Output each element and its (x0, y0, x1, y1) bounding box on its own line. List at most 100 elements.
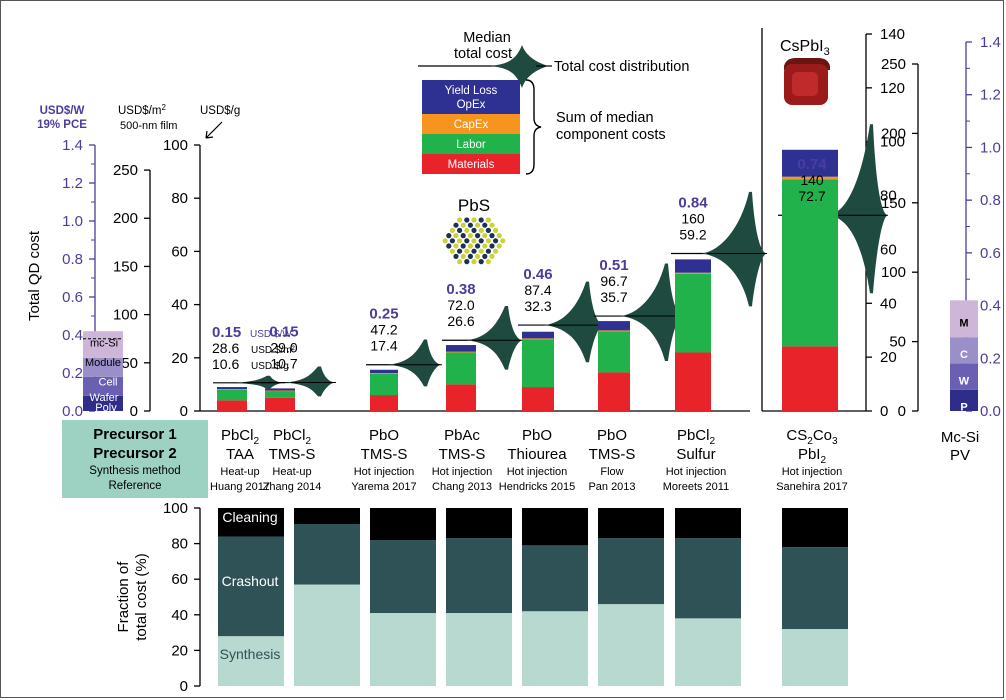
mcsi-left-wafer-label: Wafer (90, 392, 119, 404)
bar-2-labor (370, 373, 398, 396)
bar-1-yield_opex (265, 388, 295, 391)
distribution-7 (828, 124, 888, 294)
value-usd-m2-6: 160 (681, 211, 705, 227)
bar-5-capex (598, 330, 630, 332)
pbs-atom (489, 233, 495, 239)
mcsi-left-wafer-segment (83, 376, 123, 396)
category-1-precursor2: TMS-S (269, 446, 316, 463)
bar-3-labor (446, 352, 476, 385)
usd-m2-header-text: USD$/m (118, 105, 161, 117)
pbs-atom (496, 243, 502, 249)
value-usd-g-2: 17.4 (370, 338, 397, 354)
pbs-atom (482, 243, 488, 249)
pbs-atom (446, 243, 452, 249)
mcsi-usd-w-axis-tick-label: 0.2 (980, 350, 1001, 367)
usd-m2-axis-tick-label: 100 (113, 307, 138, 324)
legend-stack: Yield Loss OpEx CapEx Labor Materials (422, 80, 520, 174)
pbs-atom (457, 227, 463, 233)
legend-sum-line1: Sum of median (556, 110, 654, 126)
fraction-bar-4-crashout (522, 545, 588, 612)
pbs-atom (453, 222, 459, 228)
usd-m2-axis-tick-label: 50 (121, 355, 138, 372)
fraction-axis-tick-label: 80 (171, 536, 188, 553)
bar-7-capex (782, 176, 838, 180)
fraction-axis-tick-label: 40 (171, 607, 188, 624)
legend-brace (525, 79, 542, 175)
value-usd-g-0: 10.6 (212, 356, 239, 372)
cspbi3-g-axis-tick-label: 40 (880, 295, 897, 312)
pbs-atom (482, 253, 488, 259)
pbs-atom (457, 248, 463, 254)
legend-opex-label: OpEx (457, 99, 486, 111)
bar-5-yield_opex (598, 321, 630, 331)
usd-m2-axis-tick-label: 0 (130, 403, 138, 420)
fraction-bar-3-synthesis (446, 613, 512, 686)
fraction-bar-7-crashout (782, 547, 848, 630)
pbs-atom (475, 222, 481, 228)
key-precursor1: Precursor 1 (93, 426, 176, 443)
value-usd-w-5: 0.51 (599, 257, 628, 274)
pbs-atom (449, 238, 455, 244)
fraction-bar-5-crashout (598, 538, 664, 605)
pbs-atom (471, 248, 477, 254)
category-0-precursor2: TAA (226, 446, 254, 463)
pbs-atom (471, 227, 477, 233)
category-4-method: Hot injection (507, 466, 568, 478)
category-7-reference: Sanehira 2017 (776, 481, 848, 493)
pbs-atom (471, 259, 477, 265)
category-4-reference: Hendricks 2015 (499, 481, 575, 493)
bar-4-materials (522, 387, 554, 411)
category-1-p1-sub: 2 (305, 436, 311, 447)
fraction-bar-5-cleaning (598, 508, 664, 539)
category-7-p1-tail: Co (813, 427, 832, 444)
category-3-method: Hot injection (432, 466, 493, 478)
distribution-1 (285, 366, 336, 397)
pbs-atom (464, 259, 470, 265)
pbs-atom (489, 222, 495, 228)
value-usd-m2-4: 87.4 (524, 282, 551, 298)
fraction-bar-1-crashout (294, 524, 360, 585)
category-7-p1-sub: 2 (807, 436, 813, 447)
usd-w-axis-tick-label: 0.0 (62, 403, 83, 420)
cspbi3-m2-axis-tick-label: 0 (898, 403, 906, 420)
category-2-method: Hot injection (354, 466, 415, 478)
category-0-reference: Huang 2017 (210, 481, 270, 493)
category-6-method: Hot injection (666, 466, 727, 478)
y-axis-title: Total QD cost (26, 230, 43, 321)
fraction-bar-0-crashout (218, 536, 284, 637)
category-2-p2-text: TMS-S (361, 446, 408, 463)
cspbi3-g-axis-tick-label: 0 (880, 403, 888, 420)
bar-5-labor (598, 331, 630, 373)
pbs-atom (457, 259, 463, 265)
fraction-bar-1-synthesis (294, 584, 360, 686)
mcsi-left-poly-label: Poly (95, 402, 117, 414)
bar-2-yield_opex (370, 369, 398, 374)
fraction-bar-3-cleaning (446, 508, 512, 539)
key-reference: Reference (108, 480, 161, 492)
value-usd-w-0: 0.15 (212, 324, 241, 341)
value-usd-g-4: 32.3 (524, 298, 551, 314)
usd-g-axis-tick-label: 80 (171, 190, 188, 207)
mcsi-usd-w-axis-tick-label: 0.8 (980, 192, 1001, 209)
mcsi-usd-w-axis-tick-label: 0.4 (980, 298, 1001, 315)
legend-labor-label: Labor (456, 139, 486, 151)
legend-yield-swatch (422, 80, 520, 114)
value-usd-g-6: 59.2 (679, 227, 706, 243)
category-6-reference: Moreets 2011 (663, 481, 729, 493)
mcsi-right-wafer-segment (950, 363, 978, 390)
bar-4-capex (522, 338, 554, 340)
mcsi-usd-w-axis-tick-label: 1.4 (980, 34, 1001, 51)
legend-median-line2: total cost (454, 46, 512, 62)
pbs-atom (478, 238, 484, 244)
bar-2-materials (370, 395, 398, 411)
distribution-2 (388, 339, 442, 387)
value-usd-m2-1: 29.0 (270, 340, 297, 356)
pbs-atom (475, 233, 481, 239)
category-0-p1-sub: 2 (253, 436, 259, 447)
cspbi3-m2-axis-tick-label: 150 (881, 195, 906, 212)
pbs-atom (496, 233, 502, 239)
key-precursor2: Precursor 2 (93, 445, 176, 462)
fraction-bar-6-synthesis (675, 618, 741, 686)
distribution-6 (701, 191, 767, 307)
